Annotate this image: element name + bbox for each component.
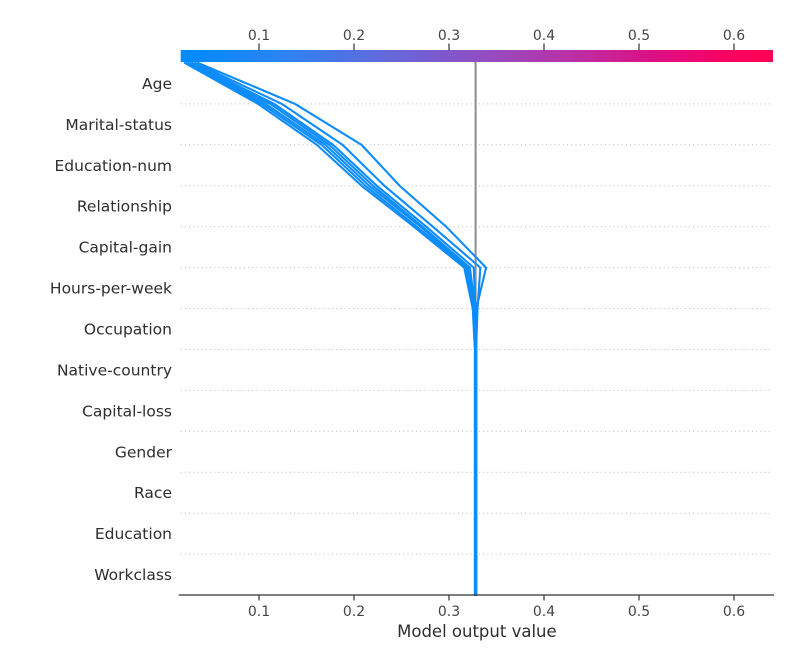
- colorbar-tick-label: 0.2: [343, 28, 365, 44]
- feature-label-workclass: Workclass: [94, 566, 172, 584]
- decision-path-obs-6: [194, 61, 482, 597]
- colorbar-tick-label: 0.3: [438, 28, 460, 44]
- decision-path-obs-7: [197, 61, 488, 597]
- x-tick-label: 0.5: [628, 604, 650, 620]
- x-axis-label: Model output value: [397, 622, 557, 641]
- feature-label-gender: Gender: [115, 443, 173, 461]
- colorbar-tick-label: 0.4: [533, 28, 555, 44]
- feature-label-relationship: Relationship: [77, 198, 172, 216]
- x-tick-label: 0.4: [533, 604, 555, 620]
- colorbar-tick-label: 0.5: [628, 28, 650, 44]
- feature-label-native-country: Native-country: [57, 361, 172, 379]
- colorbar: [180, 50, 773, 62]
- feature-label-education: Education: [95, 525, 172, 543]
- colorbar-tick-label: 0.6: [723, 28, 745, 44]
- feature-label-age: Age: [142, 75, 172, 93]
- feature-label-education-num: Education-num: [54, 157, 172, 175]
- feature-label-hours-per-week: Hours-per-week: [50, 280, 172, 298]
- feature-label-capital-gain: Capital-gain: [79, 239, 172, 257]
- feature-label-race: Race: [134, 484, 172, 502]
- x-tick-label: 0.3: [438, 604, 460, 620]
- feature-label-occupation: Occupation: [84, 321, 172, 339]
- colorbar-tick-label: 0.1: [248, 28, 270, 44]
- decision-path-obs-3: [187, 61, 477, 597]
- x-tick-label: 0.6: [723, 604, 745, 620]
- feature-label-capital-loss: Capital-loss: [82, 402, 172, 420]
- x-tick-label: 0.2: [343, 604, 365, 620]
- x-tick-label: 0.1: [248, 604, 270, 620]
- decision-path-obs-4: [189, 61, 477, 597]
- decision-path-obs-5: [191, 61, 477, 597]
- feature-label-marital-status: Marital-status: [65, 116, 172, 134]
